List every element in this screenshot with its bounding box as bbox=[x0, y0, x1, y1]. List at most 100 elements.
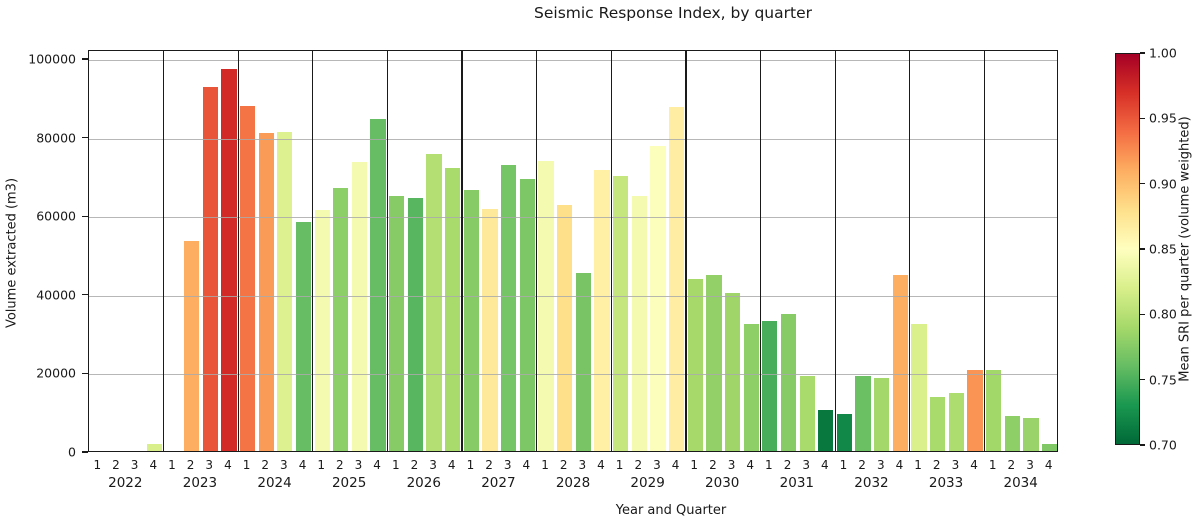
quarter-tick-label: 4 bbox=[224, 458, 232, 472]
bar-2024-q1 bbox=[239, 105, 256, 451]
gridline-100000 bbox=[89, 60, 1057, 61]
bar-2023-q3 bbox=[202, 87, 218, 451]
quarter-tick-label: 2 bbox=[783, 458, 792, 472]
quarter-tick-label: 2 bbox=[335, 458, 344, 472]
quarter-tick-label: 2 bbox=[709, 458, 717, 472]
quarter-tick-label: 3 bbox=[1026, 458, 1034, 472]
quarter-tick-label: 3 bbox=[951, 458, 960, 472]
year-tick-label: 2024 bbox=[257, 475, 292, 491]
quarter-tick-label: 1 bbox=[988, 458, 997, 472]
y-tick-label: 40000 bbox=[36, 287, 76, 303]
bar-2023-q2 bbox=[183, 241, 200, 451]
quarter-tick-label: 3 bbox=[653, 458, 661, 472]
bar-2032-q2 bbox=[855, 376, 871, 451]
bar-2029-q2 bbox=[631, 195, 647, 451]
bar-2030-q2 bbox=[706, 274, 722, 451]
bar-2024-q2 bbox=[258, 133, 274, 451]
colorbar-tick-mark bbox=[1140, 117, 1145, 119]
colorbar-tick-mark bbox=[1140, 52, 1145, 54]
colorbar-tick-mark bbox=[1140, 248, 1145, 250]
quarter-tick-label: 4 bbox=[820, 458, 829, 472]
bar-2025-q4 bbox=[370, 119, 386, 451]
quarter-tick-label: 3 bbox=[503, 458, 512, 472]
bar-2034-q3 bbox=[1023, 418, 1039, 451]
quarter-tick-label: 3 bbox=[130, 458, 139, 472]
bar-2027-q3 bbox=[501, 165, 517, 451]
bar-2029-q4 bbox=[668, 106, 685, 451]
bar-2030-q3 bbox=[724, 293, 741, 451]
colorbar-tick-label: 0.75 bbox=[1149, 372, 1177, 388]
y-axis-label: Volume extracted (m3) bbox=[4, 177, 20, 329]
bar-2030-q1 bbox=[687, 279, 703, 451]
colorbar-tick-mark bbox=[1140, 379, 1145, 381]
year-divider bbox=[685, 51, 687, 451]
chart-title: Seismic Response Index, by quarter bbox=[534, 4, 812, 22]
quarter-tick-label: 2 bbox=[932, 458, 941, 472]
quarter-tick-label: 4 bbox=[671, 458, 680, 472]
quarter-tick-label: 4 bbox=[373, 458, 381, 472]
colorbar-tick-label: 0.95 bbox=[1149, 110, 1177, 126]
bar-2024-q3 bbox=[277, 131, 293, 451]
quarter-tick-label: 2 bbox=[485, 458, 493, 472]
quarter-tick-label: 1 bbox=[242, 458, 251, 472]
year-tick-label: 2025 bbox=[331, 475, 367, 491]
bar-2028-q3 bbox=[575, 273, 591, 451]
y-tick-mark bbox=[82, 215, 88, 217]
y-tick-label: 80000 bbox=[36, 130, 76, 146]
gridline-80000 bbox=[89, 138, 1057, 140]
bar-2032-q4 bbox=[892, 274, 909, 451]
colorbar-tick-label: 0.85 bbox=[1149, 241, 1177, 257]
quarter-tick-label: 3 bbox=[727, 458, 736, 472]
year-tick-label: 2033 bbox=[928, 475, 964, 491]
quarter-tick-label: 1 bbox=[93, 458, 102, 472]
year-tick-label: 2032 bbox=[854, 475, 889, 491]
plot-area bbox=[88, 50, 1058, 452]
y-tick-label: 0 bbox=[68, 444, 76, 460]
gridline-20000 bbox=[89, 374, 1057, 376]
year-tick-label: 2028 bbox=[555, 475, 591, 491]
bar-2026-q2 bbox=[407, 197, 424, 451]
bar-2033-q1 bbox=[911, 323, 927, 451]
quarter-tick-label: 4 bbox=[522, 458, 531, 472]
quarter-tick-label: 4 bbox=[597, 458, 605, 472]
quarter-tick-label: 3 bbox=[280, 458, 288, 472]
year-divider bbox=[610, 51, 612, 451]
quarter-tick-label: 1 bbox=[317, 458, 325, 472]
colorbar-tick-mark bbox=[1140, 183, 1145, 185]
quarter-tick-label: 1 bbox=[690, 458, 699, 472]
bar-2026-q4 bbox=[445, 168, 461, 451]
bar-2033-q3 bbox=[948, 393, 965, 451]
quarter-tick-label: 1 bbox=[765, 458, 773, 472]
colorbar-tick-mark bbox=[1140, 313, 1145, 315]
colorbar-label: Mean SRI per quarter (volume weighted) bbox=[1177, 116, 1193, 382]
year-divider bbox=[536, 51, 538, 451]
quarter-tick-label: 2 bbox=[186, 458, 195, 472]
colorbar-tick-label: 0.70 bbox=[1149, 437, 1177, 453]
year-divider bbox=[759, 51, 762, 451]
quarter-tick-label: 1 bbox=[839, 458, 848, 472]
bar-2028-q1 bbox=[538, 160, 554, 451]
year-divider bbox=[237, 51, 239, 451]
bar-2022-q4 bbox=[146, 443, 162, 451]
quarter-tick-label: 2 bbox=[261, 458, 270, 472]
bar-2034-q4 bbox=[1042, 443, 1058, 451]
y-tick-label: 60000 bbox=[36, 208, 76, 224]
bar-2028-q2 bbox=[557, 204, 573, 451]
bar-2034-q1 bbox=[986, 370, 1002, 451]
bar-2026-q1 bbox=[389, 195, 405, 451]
bar-2031-q3 bbox=[799, 375, 815, 451]
year-divider bbox=[983, 51, 986, 451]
quarter-tick-label: 1 bbox=[615, 458, 624, 472]
colorbar-tick-label: 0.90 bbox=[1149, 176, 1177, 192]
year-tick-label: 2031 bbox=[779, 475, 815, 491]
year-tick-label: 2030 bbox=[705, 475, 740, 491]
year-tick-label: 2034 bbox=[1003, 475, 1038, 491]
year-divider bbox=[909, 51, 911, 451]
quarter-tick-label: 3 bbox=[876, 458, 885, 472]
quarter-tick-label: 4 bbox=[746, 458, 755, 472]
y-tick-mark bbox=[82, 58, 88, 60]
y-tick-mark bbox=[82, 451, 88, 453]
year-divider bbox=[834, 51, 836, 451]
year-tick-label: 2026 bbox=[406, 475, 441, 491]
quarter-tick-label: 4 bbox=[447, 458, 456, 472]
